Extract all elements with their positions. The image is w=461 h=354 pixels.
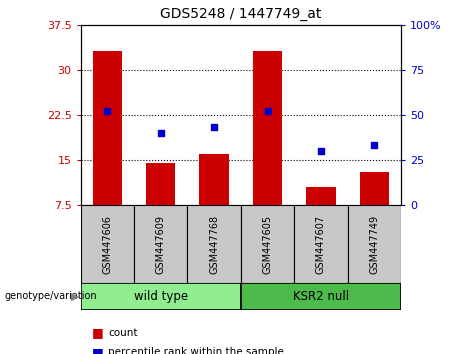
Text: KSR2 null: KSR2 null <box>293 290 349 303</box>
Point <box>104 108 111 114</box>
Bar <box>81 283 241 310</box>
Point <box>264 108 271 114</box>
Text: genotype/variation: genotype/variation <box>5 291 97 302</box>
Text: ■: ■ <box>92 326 104 339</box>
Point <box>211 124 218 130</box>
Text: GSM447609: GSM447609 <box>156 215 166 274</box>
Text: GSM447749: GSM447749 <box>369 215 379 274</box>
Bar <box>348 205 401 283</box>
Bar <box>306 187 336 205</box>
Bar <box>294 205 348 283</box>
Bar <box>241 283 401 310</box>
Point <box>157 130 165 136</box>
Bar <box>200 154 229 205</box>
Bar <box>188 205 241 283</box>
Point <box>317 148 325 154</box>
Text: GSM447606: GSM447606 <box>102 215 112 274</box>
Text: ■: ■ <box>92 346 104 354</box>
Bar <box>360 172 389 205</box>
Bar <box>81 205 134 283</box>
Text: percentile rank within the sample: percentile rank within the sample <box>108 347 284 354</box>
Text: GSM447607: GSM447607 <box>316 215 326 274</box>
Bar <box>134 205 188 283</box>
Text: ▶: ▶ <box>71 291 80 302</box>
Text: count: count <box>108 328 138 338</box>
Bar <box>93 51 122 205</box>
Point <box>371 142 378 148</box>
Text: GSM447605: GSM447605 <box>263 215 272 274</box>
Text: wild type: wild type <box>134 290 188 303</box>
Bar <box>253 51 282 205</box>
Title: GDS5248 / 1447749_at: GDS5248 / 1447749_at <box>160 7 322 21</box>
Text: GSM447768: GSM447768 <box>209 215 219 274</box>
Bar <box>241 205 294 283</box>
Bar <box>146 163 176 205</box>
